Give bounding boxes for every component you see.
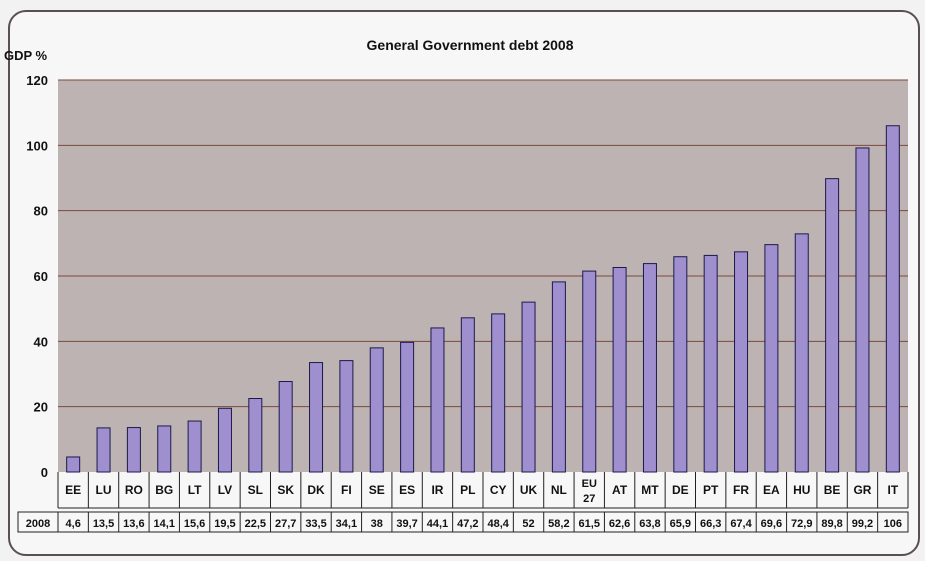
y-tick-label: 20	[34, 400, 48, 415]
data-label: 106	[884, 518, 902, 530]
data-label: 67,4	[730, 518, 752, 530]
data-label: 15,6	[184, 518, 205, 530]
y-tick-label: 120	[26, 73, 48, 88]
chart-title: General Government debt 2008	[367, 37, 574, 53]
bar	[66, 456, 81, 473]
data-label: 19,5	[214, 518, 235, 530]
bar	[400, 341, 415, 473]
bar	[855, 147, 870, 473]
x-tick-label: NL	[551, 483, 567, 497]
x-tick-label: IT	[887, 483, 898, 497]
data-label: 72,9	[791, 518, 812, 530]
data-label: 62,6	[609, 518, 630, 530]
x-tick-label: SL	[248, 483, 263, 497]
bar	[551, 281, 566, 473]
bar	[885, 125, 900, 473]
x-tick-label: UK	[520, 483, 538, 497]
x-tick-label: FI	[341, 483, 352, 497]
data-label: 4,6	[66, 518, 81, 530]
x-tick-label: BG	[155, 483, 173, 497]
x-tick-label: PT	[703, 483, 719, 497]
x-tick-label: SE	[369, 483, 385, 497]
data-label: 13,6	[123, 518, 144, 530]
x-tick-label: LT	[188, 483, 202, 497]
x-tick-label: EE	[65, 483, 81, 497]
data-label: 38	[371, 518, 383, 530]
x-tick-label: LU	[96, 483, 112, 497]
x-tick-label: AT	[612, 483, 628, 497]
data-label: 44,1	[427, 518, 448, 530]
x-tick-label: ES	[399, 483, 415, 497]
bar	[278, 381, 293, 473]
bars	[66, 125, 900, 473]
bar	[825, 178, 840, 473]
bar	[339, 360, 354, 473]
data-label: 61,5	[579, 518, 600, 530]
x-tick-label: RO	[125, 483, 143, 497]
y-tick-label: 0	[41, 465, 48, 480]
y-tick-label: 40	[34, 334, 48, 349]
x-tick-label: HU	[793, 483, 810, 497]
bar	[794, 233, 809, 473]
bar	[309, 362, 324, 473]
data-label: 33,5	[305, 518, 326, 530]
data-label: 48,4	[487, 518, 509, 530]
x-tick-label: SK	[277, 483, 294, 497]
bar	[369, 347, 384, 473]
data-label: 69,6	[761, 518, 782, 530]
x-tick-label: GR	[853, 483, 871, 497]
bar	[673, 256, 688, 473]
data-label: 52	[522, 518, 534, 530]
bar	[521, 301, 536, 473]
x-tick-label: DK	[307, 483, 325, 497]
data-label: 47,2	[457, 518, 478, 530]
x-tick-label: PL	[460, 483, 475, 497]
data-label: 58,2	[548, 518, 569, 530]
x-tick-label: LV	[218, 483, 232, 497]
y-tick-label: 100	[26, 138, 48, 153]
data-label: 89,8	[821, 518, 842, 530]
data-label: 14,1	[154, 518, 175, 530]
bar	[187, 420, 202, 473]
y-tick-label: 60	[34, 269, 48, 284]
x-tick-label: EU 27	[582, 478, 597, 505]
data-label: 99,2	[852, 518, 873, 530]
bar	[642, 263, 657, 473]
data-label: 22,5	[245, 518, 266, 530]
x-tick-label: MT	[641, 483, 659, 497]
y-tick-label: 80	[34, 204, 48, 219]
bar	[582, 270, 597, 473]
bar	[430, 327, 445, 473]
data-label: 34,1	[336, 518, 357, 530]
bar	[248, 398, 263, 473]
x-tick-label: FR	[733, 483, 749, 497]
data-label: 13,5	[93, 518, 114, 530]
data-label: 65,9	[670, 518, 691, 530]
series-name-label: 2008	[26, 518, 50, 530]
data-label: 66,3	[700, 518, 721, 530]
data-table: 2008 EE 4,6 LU 13,5 RO 13,6 BG 14,1 LT 15,6 LV 19,5 S…	[17, 472, 909, 533]
data-label: 63,8	[639, 518, 660, 530]
data-label: 39,7	[396, 518, 417, 530]
y-axis-ticks: 0 20 40 60 80 100 120	[26, 73, 48, 480]
x-tick-label: CY	[490, 483, 507, 497]
bar	[217, 407, 232, 473]
bar	[126, 427, 141, 473]
bar	[703, 254, 718, 473]
bar	[96, 427, 111, 473]
x-tick-label: BE	[824, 483, 841, 497]
x-tick-label: EA	[763, 483, 780, 497]
bar	[764, 244, 779, 473]
data-label: 27,7	[275, 518, 296, 530]
bar	[157, 425, 172, 473]
bar	[460, 317, 475, 473]
x-tick-label: IR	[431, 483, 443, 497]
y-axis-label: GDP %	[4, 48, 48, 63]
bar	[734, 251, 749, 473]
bar	[491, 313, 506, 473]
bar	[612, 267, 627, 473]
x-tick-label: DE	[672, 483, 689, 497]
